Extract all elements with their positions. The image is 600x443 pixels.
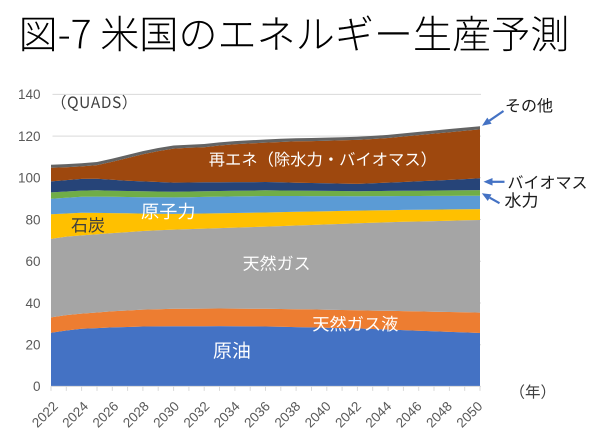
svg-text:140: 140 [18, 87, 41, 102]
svg-text:100: 100 [18, 171, 41, 186]
svg-text:80: 80 [25, 212, 40, 227]
svg-text:40: 40 [25, 296, 40, 311]
svg-text:20: 20 [25, 338, 40, 353]
svg-text:60: 60 [25, 254, 40, 269]
svg-text:120: 120 [18, 129, 41, 144]
svg-text:0: 0 [33, 379, 41, 394]
